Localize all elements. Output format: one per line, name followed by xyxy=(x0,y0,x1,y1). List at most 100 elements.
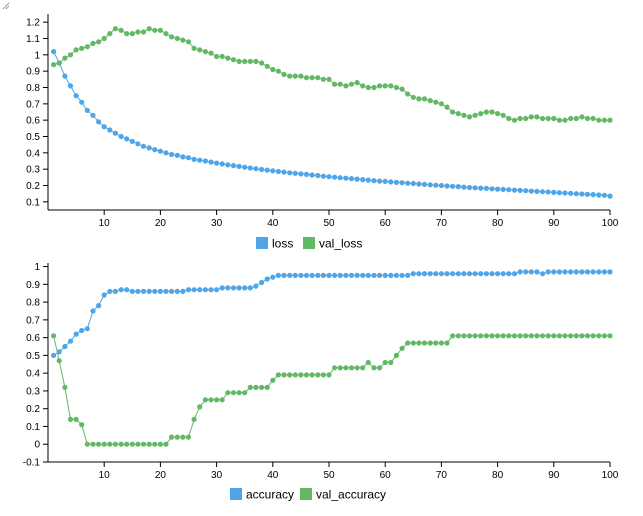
val_accuracy-point[interactable] xyxy=(146,441,152,447)
accuracy-point[interactable] xyxy=(472,271,478,277)
accuracy-point[interactable] xyxy=(523,269,529,275)
val_accuracy-point[interactable] xyxy=(275,372,281,378)
val_accuracy-point[interactable] xyxy=(601,333,608,339)
accuracy-point[interactable] xyxy=(360,272,366,278)
val_accuracy-point[interactable] xyxy=(96,441,102,447)
accuracy-point[interactable] xyxy=(292,272,298,278)
loss-point[interactable] xyxy=(287,170,293,176)
accuracy-point[interactable] xyxy=(67,338,74,344)
accuracy-point[interactable] xyxy=(534,269,540,275)
loss-point[interactable] xyxy=(393,179,399,185)
val_accuracy-point[interactable] xyxy=(56,358,62,364)
val_loss-point[interactable] xyxy=(62,55,68,61)
loss-point[interactable] xyxy=(371,178,377,184)
accuracy-point[interactable] xyxy=(382,272,388,278)
loss-point[interactable] xyxy=(129,138,135,144)
loss-point[interactable] xyxy=(112,130,118,136)
val_loss-point[interactable] xyxy=(51,62,57,68)
val_accuracy-point[interactable] xyxy=(79,422,85,428)
val_accuracy-point[interactable] xyxy=(556,333,563,339)
val_loss-point[interactable] xyxy=(416,96,422,102)
val_loss-point[interactable] xyxy=(191,45,197,51)
val_loss-point[interactable] xyxy=(242,58,248,64)
loss-point[interactable] xyxy=(382,178,388,184)
val_accuracy-point[interactable] xyxy=(84,441,90,447)
val_accuracy-point[interactable] xyxy=(180,434,186,440)
val_accuracy-point[interactable] xyxy=(427,340,433,346)
accuracy-point[interactable] xyxy=(51,352,57,358)
accuracy-point[interactable] xyxy=(545,269,551,275)
val_accuracy-point[interactable] xyxy=(202,397,208,403)
loss-point[interactable] xyxy=(236,163,242,169)
accuracy-point[interactable] xyxy=(540,271,546,277)
loss-point[interactable] xyxy=(225,162,231,168)
loss-point[interactable] xyxy=(163,150,169,156)
val_loss-point[interactable] xyxy=(573,115,579,122)
accuracy-point[interactable] xyxy=(62,343,68,350)
val_loss-point[interactable] xyxy=(202,49,208,55)
loss-point[interactable] xyxy=(511,187,518,193)
loss-point[interactable] xyxy=(298,171,304,177)
loss-point[interactable] xyxy=(433,182,439,188)
val_loss-point[interactable] xyxy=(259,60,265,66)
val_accuracy-point[interactable] xyxy=(332,365,338,371)
val_accuracy-point[interactable] xyxy=(281,372,287,378)
val_accuracy-point[interactable] xyxy=(421,340,428,346)
val_accuracy-point[interactable] xyxy=(112,441,118,447)
accuracy-point[interactable] xyxy=(140,288,147,294)
accuracy-point[interactable] xyxy=(236,285,242,291)
val_accuracy-point[interactable] xyxy=(315,372,321,378)
val_loss-legend-label[interactable]: val_loss xyxy=(319,237,362,251)
val_loss-point[interactable] xyxy=(388,83,394,89)
val_accuracy-point[interactable] xyxy=(579,333,585,339)
accuracy-point[interactable] xyxy=(371,272,377,278)
loss-point[interactable] xyxy=(455,184,461,190)
val_accuracy-point[interactable] xyxy=(242,390,248,396)
val_loss-point[interactable] xyxy=(343,83,349,89)
accuracy-point[interactable] xyxy=(416,271,422,277)
val_loss-point[interactable] xyxy=(511,117,518,123)
val_loss-point[interactable] xyxy=(152,27,158,33)
loss-point[interactable] xyxy=(174,152,180,158)
val_loss-point[interactable] xyxy=(399,86,405,92)
loss-point[interactable] xyxy=(545,189,551,195)
accuracy-point[interactable] xyxy=(84,326,90,332)
val_accuracy-point[interactable] xyxy=(562,333,568,339)
val_accuracy-point[interactable] xyxy=(101,441,107,447)
val_loss-point[interactable] xyxy=(303,75,310,81)
accuracy-point[interactable] xyxy=(298,272,304,278)
val_accuracy-point[interactable] xyxy=(523,333,529,339)
val_loss-point[interactable] xyxy=(371,84,377,91)
val_loss-point[interactable] xyxy=(601,117,608,123)
loss-point[interactable] xyxy=(461,184,467,190)
loss-point[interactable] xyxy=(180,154,186,160)
val_accuracy-point[interactable] xyxy=(259,384,265,390)
loss-point[interactable] xyxy=(152,147,158,153)
accuracy-point[interactable] xyxy=(174,288,180,294)
val_loss-point[interactable] xyxy=(214,53,220,60)
accuracy-point[interactable] xyxy=(303,272,310,278)
accuracy-point[interactable] xyxy=(511,271,518,277)
loss-point[interactable] xyxy=(388,179,394,185)
loss-point[interactable] xyxy=(219,161,225,167)
accuracy-point[interactable] xyxy=(517,269,523,275)
val_accuracy-point[interactable] xyxy=(169,434,175,440)
val_accuracy-point[interactable] xyxy=(433,340,439,346)
loss-point[interactable] xyxy=(320,173,326,179)
accuracy-point[interactable] xyxy=(264,276,270,282)
accuracy-point[interactable] xyxy=(551,269,557,275)
accuracy-point[interactable] xyxy=(73,331,79,337)
val_loss-point[interactable] xyxy=(360,83,366,89)
val_accuracy-point[interactable] xyxy=(483,333,489,339)
accuracy-point[interactable] xyxy=(315,272,321,278)
val_loss-point[interactable] xyxy=(185,39,192,45)
val_accuracy-point[interactable] xyxy=(90,441,96,447)
accuracy-point[interactable] xyxy=(354,272,360,278)
val_accuracy-point[interactable] xyxy=(540,333,546,339)
val_accuracy-point[interactable] xyxy=(405,340,411,346)
accuracy-point[interactable] xyxy=(337,272,343,278)
loss-point[interactable] xyxy=(208,159,214,165)
accuracy-point[interactable] xyxy=(365,272,371,278)
val_accuracy-point[interactable] xyxy=(124,441,130,447)
val_accuracy-point[interactable] xyxy=(247,384,253,390)
